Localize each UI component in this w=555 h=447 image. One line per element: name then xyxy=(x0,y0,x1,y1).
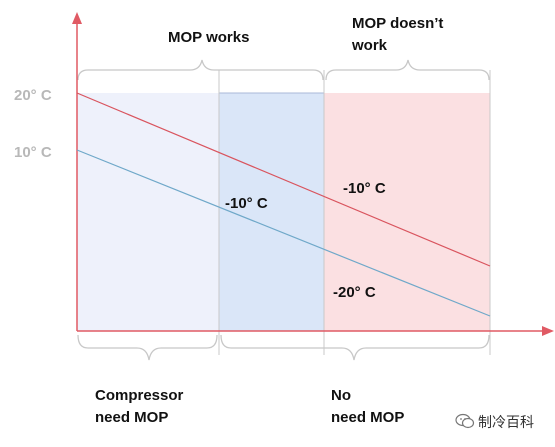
lower-temperature-line xyxy=(76,149,491,317)
brace-top-left xyxy=(77,59,324,81)
brace-bottom-right xyxy=(220,334,490,361)
x-axis-arrow xyxy=(542,326,554,336)
brace-top-right xyxy=(325,59,490,81)
compressor-need-mop-label-line1: Compressor xyxy=(95,387,184,404)
watermark-text: 制冷百科 xyxy=(478,415,534,431)
region-right-fill xyxy=(324,93,490,331)
no-need-mop-label-line2: need MOP xyxy=(331,409,404,426)
upper-line-end-label: -10° C xyxy=(343,180,386,197)
mop-doesnt-work-label-line2: work xyxy=(351,37,388,54)
brace-bottom-left xyxy=(77,334,218,361)
y-axis-arrow xyxy=(72,12,82,24)
lower-line-end-label: -20° C xyxy=(333,284,376,301)
mid-temperature-label: -10° C xyxy=(225,195,268,212)
region-mid-fill xyxy=(218,92,325,332)
compressor-need-mop-label-line2: need MOP xyxy=(95,409,168,426)
mop-doesnt-work-label-line1: MOP doesn’t xyxy=(352,15,443,32)
no-need-mop-label-line1: No xyxy=(331,387,351,404)
wechat-icon xyxy=(455,413,475,429)
region-left-fill xyxy=(77,93,219,331)
y-tick-label-20: 20° C xyxy=(14,87,52,104)
mop-works-label: MOP works xyxy=(168,29,249,46)
y-tick-label-10: 10° C xyxy=(14,144,52,161)
upper-temperature-line xyxy=(76,92,491,267)
